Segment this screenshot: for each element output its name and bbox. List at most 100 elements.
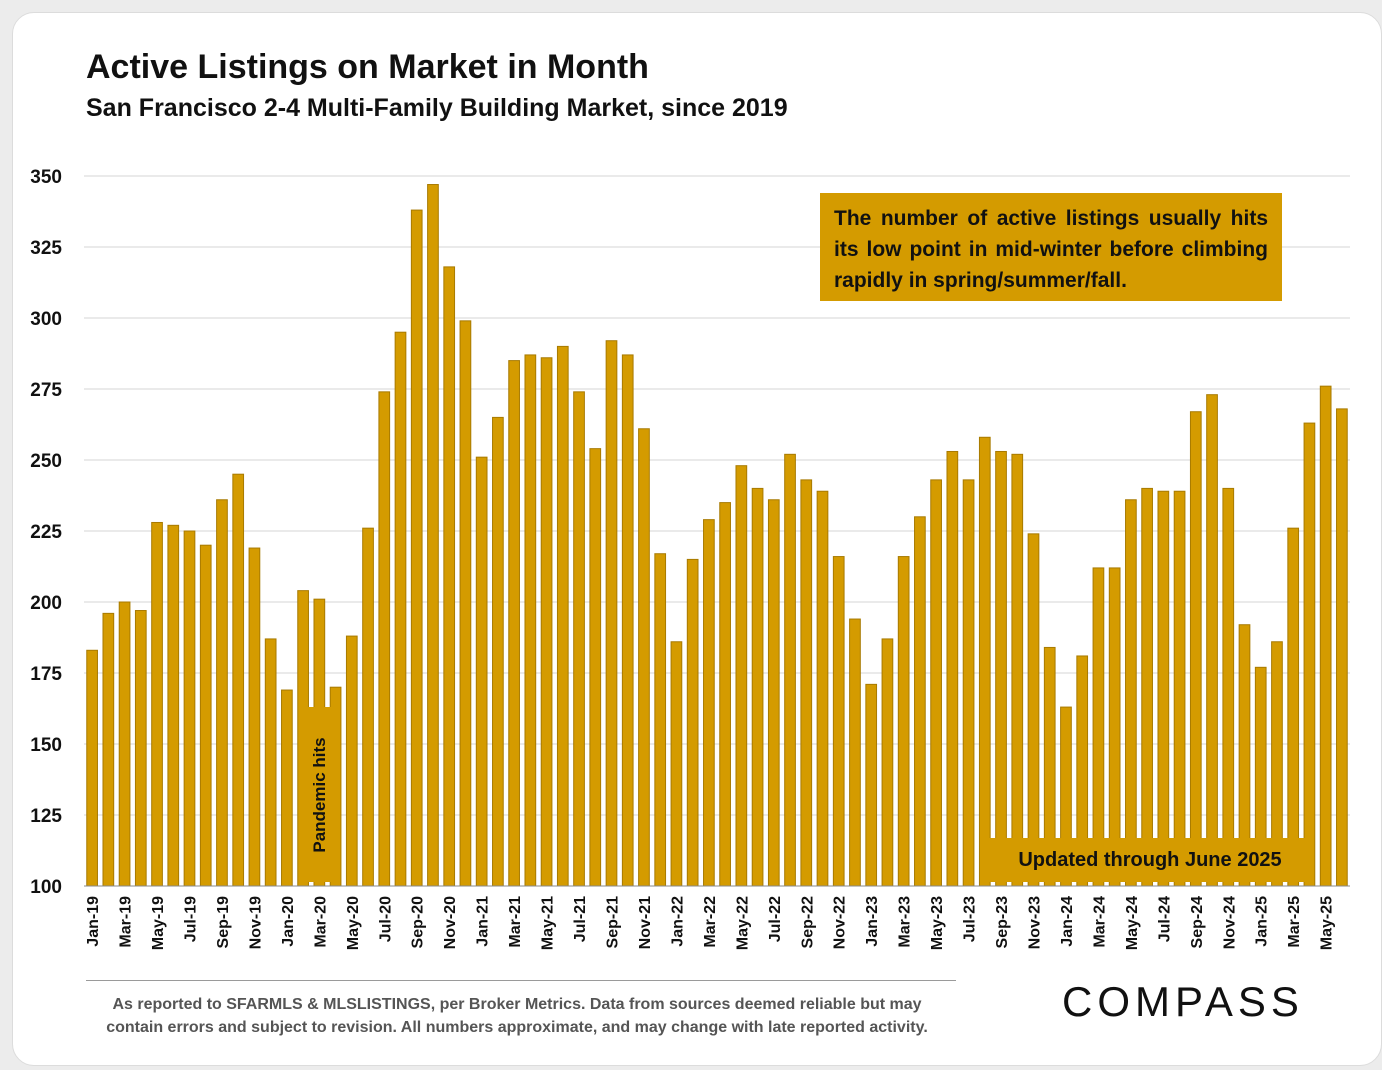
y-tick-label: 100 xyxy=(30,877,62,898)
bar-jun-24 xyxy=(1141,487,1153,887)
x-tick-label: Jan-22 xyxy=(669,896,686,947)
x-tick-label: Nov-19 xyxy=(247,896,264,949)
x-tick-label: Nov-21 xyxy=(637,896,654,949)
x-tick-label: Jul-23 xyxy=(962,896,979,942)
bar-may-21 xyxy=(540,357,553,887)
pandemic-annotation: Pandemic hits xyxy=(302,707,338,882)
bar-dec-22 xyxy=(849,618,861,887)
footnote-line-2: contain errors and subject to revision. … xyxy=(106,1019,928,1036)
x-tick-label: May-24 xyxy=(1124,896,1141,950)
bar-feb-21 xyxy=(492,416,504,887)
x-tick-label: Jan-19 xyxy=(85,896,102,947)
bar-aug-22 xyxy=(784,453,796,887)
bar-sep-22 xyxy=(800,479,813,887)
bar-nov-24 xyxy=(1222,487,1235,887)
x-tick-label: Mar-21 xyxy=(507,896,524,948)
bar-oct-24 xyxy=(1206,394,1218,887)
bar-aug-20 xyxy=(394,331,407,887)
x-tick-label: Jan-24 xyxy=(1059,896,1076,947)
x-tick-label: May-20 xyxy=(345,896,362,950)
y-tick-label: 300 xyxy=(30,309,62,330)
x-tick-label: Jan-20 xyxy=(280,896,297,947)
bar-jul-20 xyxy=(378,391,391,887)
bar-oct-23 xyxy=(1011,453,1024,887)
chart-subtitle: San Francisco 2-4 Multi-Family Building … xyxy=(86,94,788,122)
bar-apr-25 xyxy=(1303,422,1316,887)
x-tick-label: May-23 xyxy=(929,896,946,950)
x-axis-ticks: Jan-19 Mar-19 May-19 Jul-19 Sep-19 Nov-19 Jan-… xyxy=(85,896,1336,950)
x-tick-label: Jan-21 xyxy=(475,896,492,947)
x-tick-label: Jan-25 xyxy=(1254,896,1271,947)
bar-nov-19 xyxy=(248,547,261,887)
bar-sep-20 xyxy=(410,209,423,887)
bar-nov-23 xyxy=(1027,533,1040,887)
pandemic-label: Pandemic hits xyxy=(310,736,329,853)
x-tick-label: Jan-23 xyxy=(864,896,881,947)
x-tick-label: Mar-25 xyxy=(1286,896,1303,948)
bar-jul-22 xyxy=(767,499,780,887)
bar-jul-21 xyxy=(573,391,585,887)
bar-apr-22 xyxy=(719,502,731,887)
bar-jul-23 xyxy=(962,479,975,887)
bar-sep-24 xyxy=(1189,411,1202,887)
x-tick-label: Nov-20 xyxy=(442,896,459,949)
bar-aug-24 xyxy=(1173,490,1186,887)
x-tick-label: Sep-20 xyxy=(410,896,427,949)
bar-may-22 xyxy=(735,465,748,887)
bar-apr-19 xyxy=(134,610,147,887)
bar-jun-19 xyxy=(167,524,180,887)
x-tick-label: Sep-22 xyxy=(799,896,816,949)
bar-jan-22 xyxy=(670,641,683,887)
bar-mar-23 xyxy=(897,556,910,887)
x-tick-label: Nov-23 xyxy=(1027,896,1044,949)
bar-feb-23 xyxy=(881,638,894,887)
y-tick-label: 275 xyxy=(30,380,62,401)
x-tick-label: May-25 xyxy=(1319,896,1336,950)
x-tick-label: May-21 xyxy=(540,896,557,950)
updated-badge: Updated through June 2025 xyxy=(987,838,1313,882)
bar-oct-20 xyxy=(427,184,439,887)
bar-may-23 xyxy=(930,479,942,887)
bar-sep-23 xyxy=(995,450,1007,887)
bar-mar-21 xyxy=(508,360,520,887)
bar-aug-19 xyxy=(199,544,212,887)
y-axis-ticks: 100 125 150 175 200 225 250 275 300 325 350 xyxy=(30,167,62,898)
x-tick-label: Mar-19 xyxy=(118,896,135,948)
x-tick-label: Jul-19 xyxy=(183,896,200,942)
x-tick-label: Sep-19 xyxy=(215,896,232,949)
y-tick-label: 125 xyxy=(30,806,62,827)
y-tick-label: 250 xyxy=(30,451,62,472)
x-tick-label: Jul-24 xyxy=(1156,896,1173,942)
bar-apr-21 xyxy=(524,354,537,887)
footer-divider xyxy=(86,980,956,981)
footnote: As reported to SFARMLS & MLSLISTINGS, pe… xyxy=(62,993,972,1039)
bar-mar-25 xyxy=(1287,527,1300,887)
bar-nov-20 xyxy=(443,266,456,887)
x-tick-label: Mar-24 xyxy=(1091,896,1108,948)
bar-oct-22 xyxy=(816,490,829,887)
footnote-line-1: As reported to SFARMLS & MLSLISTINGS, pe… xyxy=(112,996,922,1013)
bar-jan-20 xyxy=(281,689,293,887)
bar-aug-23 xyxy=(978,436,991,887)
bar-nov-22 xyxy=(832,556,845,887)
logo-text: COMPASS xyxy=(1062,978,1304,1025)
bar-nov-21 xyxy=(638,428,650,887)
y-tick-label: 225 xyxy=(30,522,62,543)
x-tick-label: Mar-23 xyxy=(897,896,914,948)
compass-logo: COMPASS xyxy=(1062,978,1304,1026)
bar-apr-23 xyxy=(914,516,926,887)
x-tick-label: Mar-22 xyxy=(702,896,719,948)
bar-oct-21 xyxy=(621,354,634,887)
x-tick-label: Nov-22 xyxy=(832,896,849,949)
bar-dec-20 xyxy=(459,320,472,887)
bar-feb-22 xyxy=(686,558,699,887)
bar-sep-21 xyxy=(605,340,618,887)
x-tick-label: Jul-20 xyxy=(377,896,394,942)
bar-may-24 xyxy=(1125,499,1137,887)
bar-may-20 xyxy=(345,635,358,887)
bar-jan-19 xyxy=(86,649,98,887)
x-tick-label: May-19 xyxy=(150,896,167,950)
bar-jun-22 xyxy=(751,487,764,887)
y-tick-label: 150 xyxy=(30,735,62,756)
bar-mar-22 xyxy=(703,519,715,887)
